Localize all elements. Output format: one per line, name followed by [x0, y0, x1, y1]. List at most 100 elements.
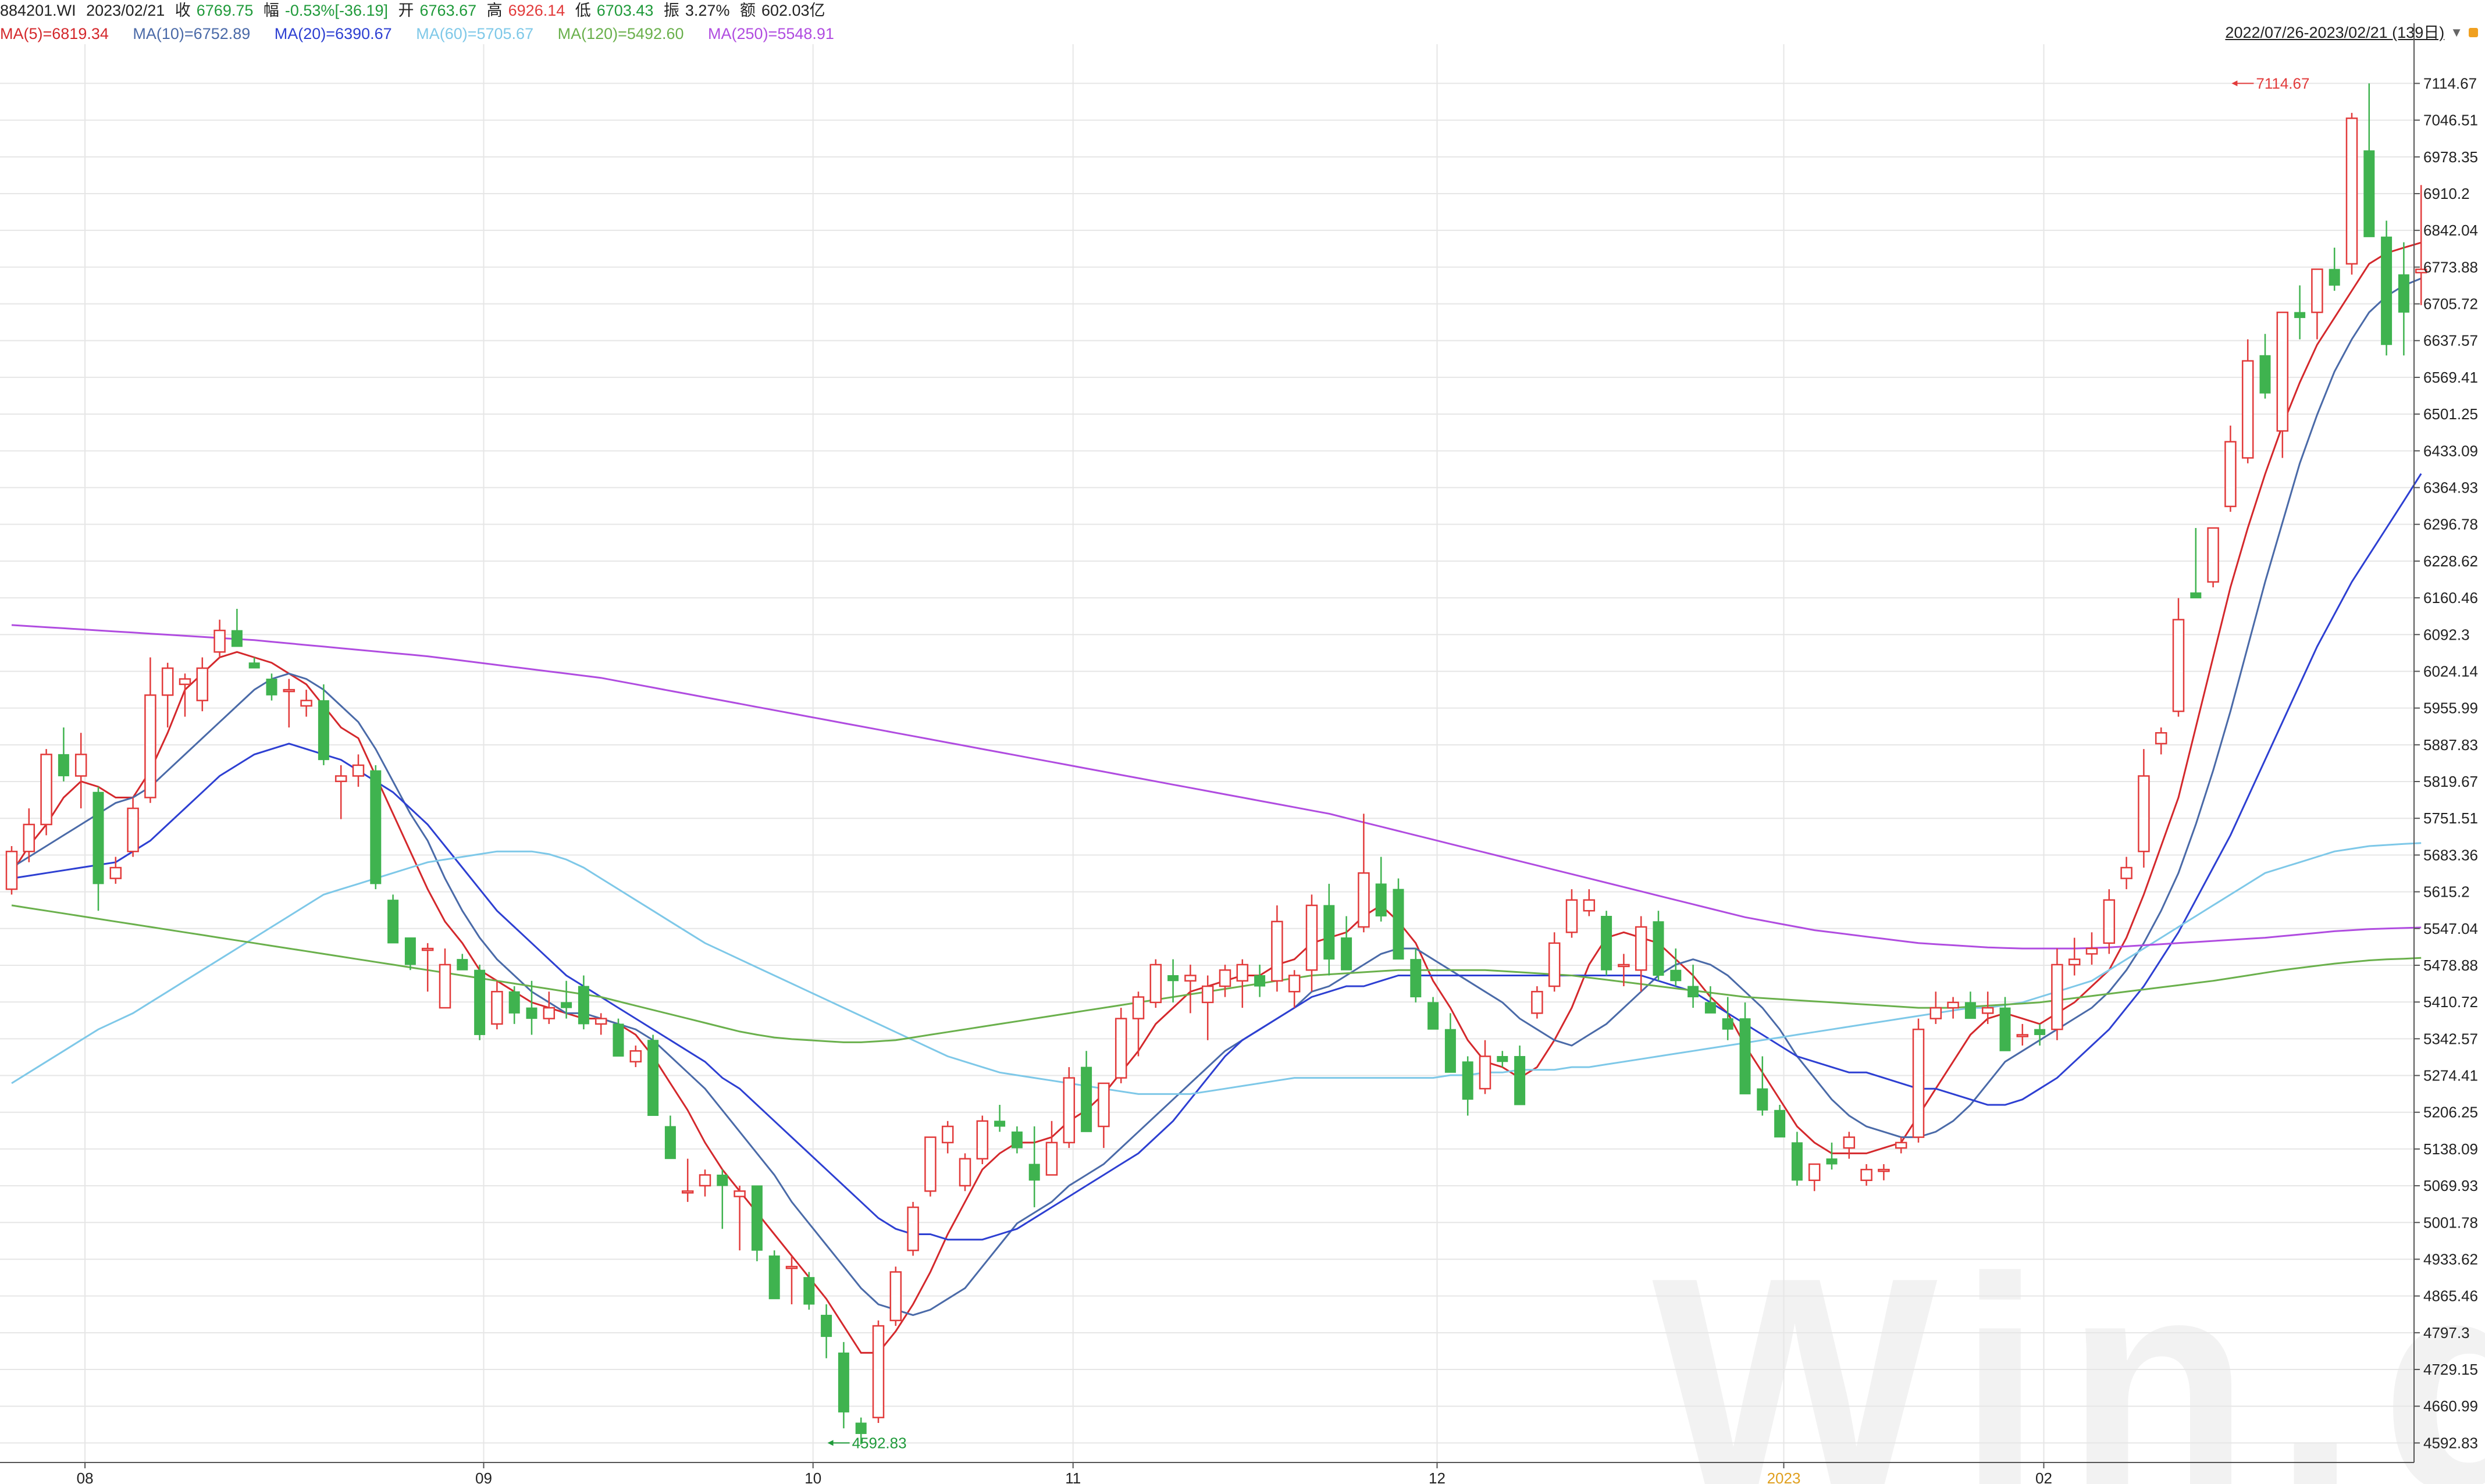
candle-body	[924, 1136, 937, 1192]
candle-body	[1271, 921, 1283, 982]
candle-body	[594, 1018, 607, 1025]
y-tick-label: 6160.46	[2423, 589, 2478, 607]
candle-body	[1393, 889, 1404, 960]
series-line-ma10	[11, 277, 2422, 1317]
low-value: 6703.43	[596, 2, 654, 19]
candle-body	[734, 1190, 746, 1197]
candle-body	[1739, 1018, 1751, 1094]
candle-body	[1601, 915, 1612, 971]
candle-body	[1704, 1002, 1716, 1014]
candle-body	[2016, 1034, 2029, 1037]
candle-body	[58, 754, 69, 776]
legend-ma250: MA(250)=5548.91	[708, 25, 834, 42]
high-label: 高	[486, 2, 503, 19]
candle-body	[213, 629, 226, 653]
axes: 7114.67 7046.51 6978.35 6910.2 6842.04 6773.8…	[0, 23, 2478, 1484]
candle-body	[1999, 1007, 2011, 1051]
candle-body	[1184, 975, 1197, 982]
candle-body	[1514, 1056, 1526, 1105]
y-tick-label: 6637.57	[2423, 332, 2478, 349]
change-value: -0.53%[-36.19]	[284, 2, 388, 19]
candle-body	[439, 964, 451, 1009]
candle-body	[1531, 991, 1543, 1014]
low-label: 低	[575, 2, 591, 19]
open-label: 开	[398, 2, 414, 19]
x-tick-label: 10	[804, 1469, 821, 1484]
candle-body	[1618, 964, 1630, 968]
candle-body	[109, 866, 122, 879]
triangle-down-icon[interactable]: ▼	[2450, 25, 2463, 40]
candle-body	[318, 700, 329, 761]
change-label: 幅	[263, 2, 279, 19]
y-tick-label: 6228.62	[2423, 552, 2478, 570]
close-value: 6769.75	[196, 2, 254, 19]
x-tick-label: 11	[1065, 1469, 1081, 1484]
annotation-label: 7114.67	[2256, 74, 2309, 92]
candle-body	[959, 1158, 971, 1187]
candle-body	[1167, 975, 1179, 982]
candle-body	[283, 689, 296, 693]
quote-date: 2023/02/21	[86, 2, 165, 19]
candle-body	[2224, 441, 2237, 508]
candle-body	[855, 1422, 867, 1434]
y-tick-label: 5547.04	[2423, 920, 2478, 937]
candle-body	[1722, 1018, 1733, 1030]
date-range-text[interactable]: 2022/07/26-2023/02/21 (139日)	[2225, 24, 2445, 41]
date-range-selector[interactable]: 2022/07/26-2023/02/21 (139日) ▼	[2225, 22, 2485, 43]
candle-body	[976, 1120, 989, 1160]
candle-body	[300, 700, 312, 707]
candle-body	[543, 1007, 556, 1019]
y-tick-label: 6773.88	[2423, 258, 2478, 276]
x-tick-label: 02	[2035, 1469, 2052, 1484]
open-value: 6763.67	[419, 2, 477, 19]
y-tick-label: 4933.62	[2423, 1250, 2478, 1268]
y-tick-label: 5206.25	[2423, 1104, 2478, 1121]
x-tick-label: 2023	[1767, 1469, 1801, 1484]
candle-body	[23, 823, 35, 852]
candle-body	[1288, 975, 1301, 993]
candle-body	[681, 1190, 694, 1194]
candle-body	[2155, 732, 2167, 745]
candle-body	[457, 959, 468, 971]
candle-body	[1410, 959, 1422, 998]
candle-body	[1063, 1077, 1076, 1144]
y-tick-label: 7046.51	[2423, 112, 2478, 129]
candle-body	[231, 630, 243, 647]
candle-body	[872, 1325, 885, 1418]
candle-body	[561, 1002, 572, 1008]
candle-body	[1548, 942, 1561, 987]
candle-body	[2207, 527, 2219, 583]
candle-body	[613, 1023, 624, 1057]
candle-body	[838, 1352, 849, 1412]
candle-body	[404, 937, 416, 965]
y-tick-label: 5751.51	[2423, 809, 2478, 827]
candle-body	[1878, 1168, 1890, 1172]
candle-body	[647, 1040, 659, 1116]
candle-body	[2381, 236, 2393, 345]
candle-body	[370, 770, 382, 884]
candle-body	[2345, 117, 2358, 265]
legend-ma60: MA(60)=5705.67	[416, 25, 534, 42]
y-tick-label: 4592.83	[2423, 1434, 2478, 1451]
y-tick-label: 5887.83	[2423, 736, 2478, 754]
candle-body	[1929, 1007, 1942, 1019]
candle-body	[161, 667, 174, 696]
candle-body	[2034, 1029, 2046, 1035]
candle-body	[2259, 355, 2271, 394]
series-line-ma20	[11, 473, 2422, 1241]
candle-body	[1808, 1163, 1821, 1182]
candle-body	[1635, 926, 1647, 971]
candle-body	[1479, 1055, 1491, 1090]
candle-body	[1670, 969, 1682, 982]
y-tick-label: 6092.3	[2423, 626, 2470, 643]
candle-body	[578, 986, 589, 1025]
lock-icon[interactable]	[2469, 28, 2478, 37]
candle-body	[751, 1185, 763, 1251]
y-tick-label: 6296.78	[2423, 516, 2478, 533]
y-tick-label: 5615.2	[2423, 883, 2470, 901]
annotations: 7114.67 4592.83	[827, 74, 2309, 1451]
candle-body	[1201, 985, 1214, 1004]
candle-body	[768, 1255, 780, 1300]
candle-body	[1427, 1002, 1439, 1030]
candle-body	[421, 947, 434, 951]
